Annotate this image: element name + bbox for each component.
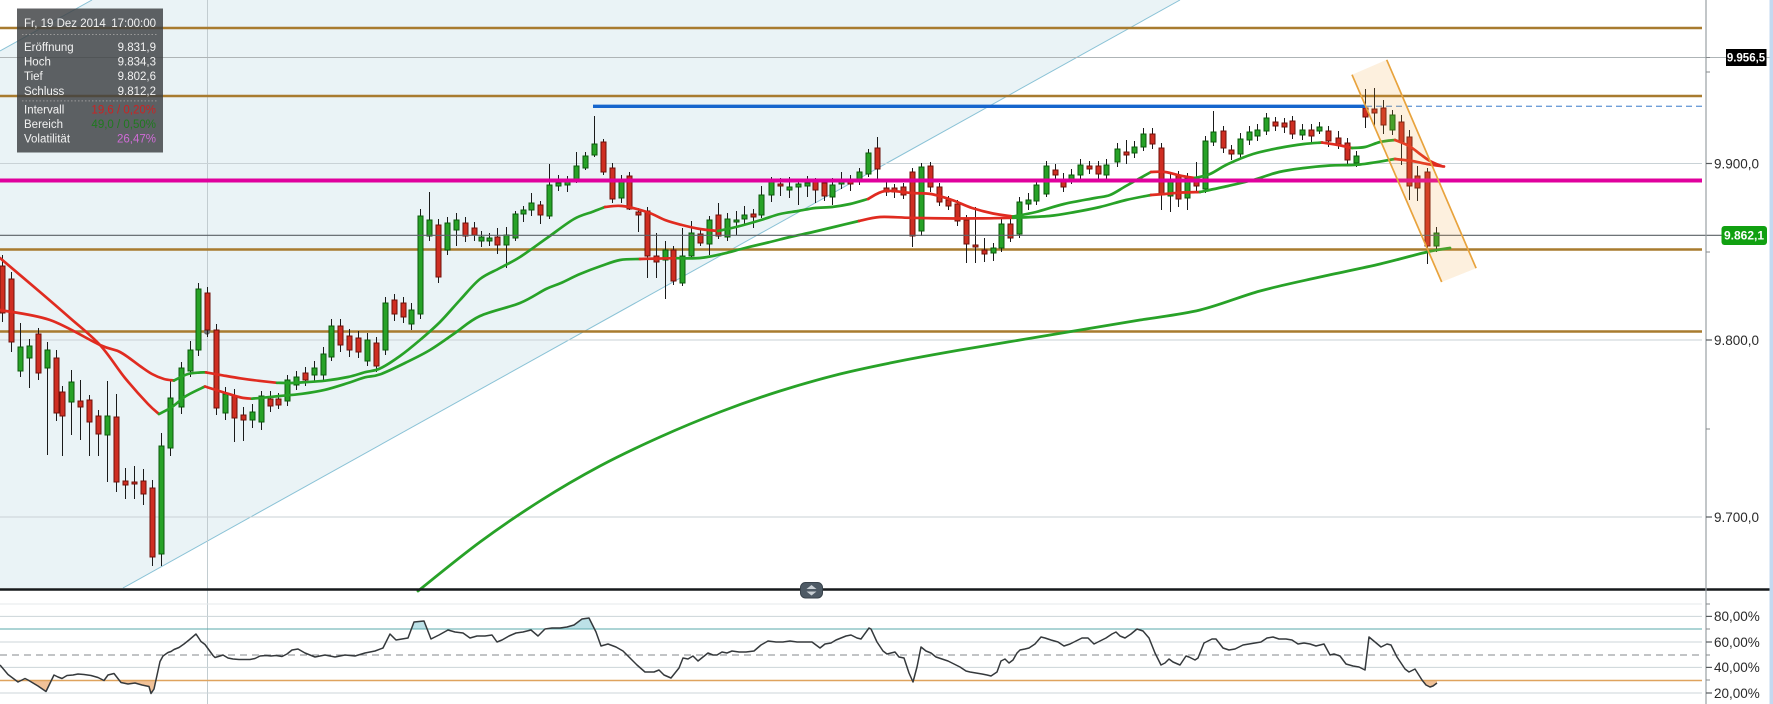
svg-text:9.900,0: 9.900,0 bbox=[1714, 156, 1759, 171]
svg-text:26,47%: 26,47% bbox=[117, 134, 156, 146]
svg-text:9.956,5: 9.956,5 bbox=[1727, 53, 1766, 65]
svg-text:19,6 / 0,20%: 19,6 / 0,20% bbox=[91, 104, 156, 116]
svg-text:Fr, 19 Dez 2014: Fr, 19 Dez 2014 bbox=[24, 18, 106, 30]
svg-text:9.700,0: 9.700,0 bbox=[1714, 510, 1759, 525]
svg-text:Schluss: Schluss bbox=[24, 86, 65, 98]
svg-text:40,00%: 40,00% bbox=[1714, 660, 1760, 675]
svg-text:17:00:00: 17:00:00 bbox=[111, 18, 156, 30]
svg-text:60,00%: 60,00% bbox=[1714, 635, 1760, 650]
svg-text:Volatilität: Volatilität bbox=[24, 134, 71, 146]
svg-text:9.812,2: 9.812,2 bbox=[118, 86, 156, 98]
svg-text:Eröffnung: Eröffnung bbox=[24, 42, 74, 54]
svg-text:49,0 / 0,50%: 49,0 / 0,50% bbox=[91, 119, 156, 131]
svg-text:9.802,6: 9.802,6 bbox=[118, 71, 156, 83]
svg-text:Hoch: Hoch bbox=[24, 57, 51, 69]
svg-text:9.831,9: 9.831,9 bbox=[118, 42, 156, 54]
svg-text:9.862,1: 9.862,1 bbox=[1724, 229, 1764, 243]
svg-text:20,00%: 20,00% bbox=[1714, 686, 1760, 701]
svg-text:Bereich: Bereich bbox=[24, 119, 63, 131]
svg-text:Intervall: Intervall bbox=[24, 104, 64, 116]
svg-text:80,00%: 80,00% bbox=[1714, 609, 1760, 624]
svg-text:9.800,0: 9.800,0 bbox=[1714, 333, 1759, 348]
svg-text:Tief: Tief bbox=[24, 71, 44, 83]
svg-text:9.834,3: 9.834,3 bbox=[118, 57, 156, 69]
